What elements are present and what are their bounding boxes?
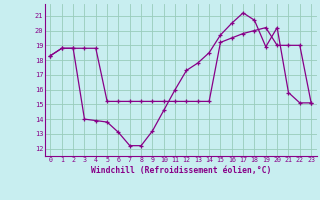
X-axis label: Windchill (Refroidissement éolien,°C): Windchill (Refroidissement éolien,°C) — [91, 166, 271, 175]
